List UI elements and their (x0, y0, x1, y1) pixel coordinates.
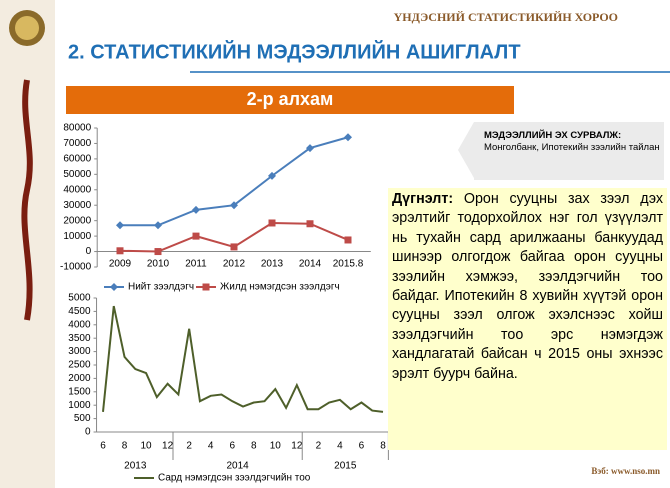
point (154, 221, 162, 230)
x-tick-label: 2 (186, 441, 192, 452)
x-tick-label: 2012 (223, 259, 246, 270)
y-tick-label: 4500 (68, 306, 91, 317)
y-tick-label: 80000 (63, 123, 91, 134)
series-line (120, 136, 349, 227)
point (268, 171, 276, 180)
x-tick-label: 2013 (261, 259, 284, 270)
legend-label: Сард нэмэгдсэн зээлдэгчийн тоо (158, 473, 311, 484)
source-box: МЭДЭЭЛЛИЙН ЭХ СУРВАЛЖ: Монголбанк, Ипотек… (474, 122, 664, 180)
point (306, 220, 314, 228)
series-line (102, 305, 384, 413)
x-tick-label: 2015.8 (333, 259, 364, 270)
y-tick-label: 30000 (63, 200, 91, 211)
y-tick-label: 3500 (68, 333, 91, 344)
y-tick-label: 1500 (68, 386, 91, 397)
y-tick-label: 40000 (63, 184, 91, 195)
point (344, 133, 352, 142)
y-tick-label: 5000 (68, 293, 91, 304)
point (116, 221, 124, 230)
point (230, 201, 238, 210)
point (230, 243, 238, 251)
conclusion-box: Дүгнэлт: Орон сууцны зах зээл дэх эрэлти… (388, 188, 667, 450)
point (192, 232, 200, 240)
legend-label: Жилд нэмэгдсэн зээлдэгч (220, 282, 340, 293)
legend-marker (202, 283, 210, 291)
x-tick-label: 2011 (185, 259, 207, 270)
point (192, 205, 200, 214)
x-tick-label: 6 (229, 441, 235, 452)
y-tick-label: -10000 (60, 262, 92, 273)
y-tick-label: 2000 (68, 373, 91, 384)
y-tick-label: 2500 (68, 360, 91, 371)
x-tick-label: 8 (380, 441, 386, 452)
x-tick-label: 2010 (147, 259, 170, 270)
point (268, 219, 276, 227)
y-tick-label: 0 (85, 427, 91, 438)
conclusion-text: Орон сууцны зах зээл дэх эрэлтийг тодорх… (392, 191, 663, 382)
y-tick-label: 500 (74, 413, 91, 424)
x-tick-label: 2 (316, 441, 322, 452)
point (116, 247, 124, 255)
y-tick-label: 10000 (63, 231, 91, 242)
callout-arrow (458, 122, 474, 178)
y-tick-label: 70000 (63, 138, 91, 149)
y-tick-label: 20000 (63, 215, 91, 226)
x-tick-label: 10 (270, 441, 282, 452)
y-tick-label: 0 (86, 246, 92, 257)
x-tick-label: 8 (251, 441, 257, 452)
x-tick-label: 12 (291, 441, 303, 452)
x-group-label: 2013 (124, 461, 147, 472)
x-tick-label: 4 (337, 441, 343, 452)
x-tick-label: 2014 (299, 259, 322, 270)
point (306, 144, 314, 153)
x-tick-label: 4 (208, 441, 214, 452)
y-tick-label: 4000 (68, 319, 91, 330)
x-tick-label: 10 (141, 441, 153, 452)
y-tick-label: 1000 (68, 400, 91, 411)
y-tick-label: 50000 (63, 169, 91, 180)
x-group-label: 2015 (334, 461, 357, 472)
point (344, 236, 352, 244)
footer-web: Вэб: www.nso.mn (591, 466, 660, 476)
script-decoration (21, 79, 33, 321)
x-tick-label: 12 (162, 441, 174, 452)
x-tick-label: 2009 (109, 259, 132, 270)
conclusion-label: Дүгнэлт: (392, 191, 454, 207)
step-label: 2-р алхам (247, 89, 334, 109)
logo-inner (15, 16, 39, 40)
y-tick-label: 60000 (63, 154, 91, 165)
legend-marker (110, 283, 118, 291)
x-tick-label: 8 (122, 441, 128, 452)
org-name: ҮНДЭСНИЙ СТАТИСТИКИЙН ХОРОО (394, 10, 618, 24)
y-tick-label: 3000 (68, 346, 91, 357)
slide-title: 2. СТАТИСТИКИЙН МЭДЭЭЛЛИЙН АШИГЛАЛТ (68, 39, 521, 63)
legend-label: Нийт зээлдэгч (128, 282, 194, 293)
x-tick-label: 6 (100, 441, 106, 452)
source-label: МЭДЭЭЛЛИЙН ЭХ СУРВАЛЖ: (484, 130, 622, 141)
step-band (66, 86, 514, 114)
source-text: Монголбанк, Ипотекийн зээлийн тайлан (484, 142, 660, 153)
x-tick-label: 6 (359, 441, 365, 452)
point (154, 248, 162, 256)
x-group-label: 2014 (226, 461, 249, 472)
